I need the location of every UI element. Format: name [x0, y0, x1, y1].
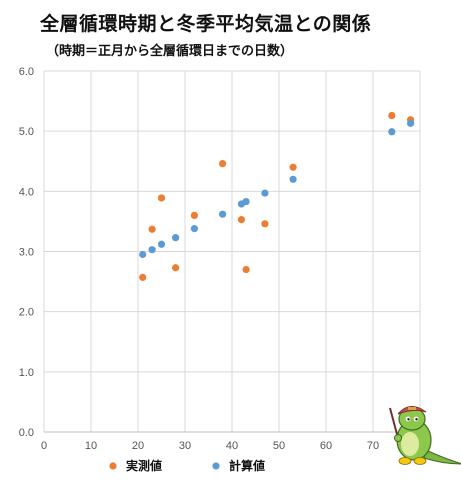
x-tick-label: 70	[367, 440, 379, 452]
tick-labels: 010203040506070800.01.02.03.04.05.06.0	[19, 66, 426, 452]
point-measured	[157, 194, 166, 202]
y-tick-label: 4.0	[19, 186, 34, 198]
x-tick-label: 10	[85, 440, 97, 452]
y-tick-label: 0.0	[19, 427, 34, 439]
point-measured	[219, 160, 227, 168]
x-tick-label: 30	[179, 440, 191, 452]
point-calculated	[172, 234, 180, 242]
y-tick-label: 2.0	[19, 307, 34, 319]
y-tick-label: 3.0	[19, 247, 34, 259]
green-dinosaur-mascot-icon	[389, 406, 461, 465]
point-measured	[190, 211, 198, 219]
point-calculated	[157, 240, 166, 248]
point-calculated	[190, 225, 198, 233]
gridlines	[44, 70, 421, 432]
point-calculated	[148, 246, 156, 254]
x-tick-label: 20	[132, 440, 144, 452]
y-tick-label: 1.0	[19, 367, 34, 379]
point-calculated	[388, 128, 396, 136]
legend: 実測値 計算値	[109, 458, 265, 473]
point-measured	[388, 111, 396, 120]
chart-title: 全層循環時期と冬季平均気温との関係	[40, 13, 372, 35]
point-measured	[172, 264, 180, 272]
legend-marker	[109, 462, 117, 470]
point-measured	[261, 220, 269, 228]
axes	[43, 71, 420, 433]
point-measured	[242, 265, 250, 274]
legend-label: 計算値	[229, 458, 265, 473]
point-calculated	[261, 189, 269, 197]
y-tick-label: 5.0	[19, 126, 34, 138]
data-points	[139, 111, 415, 281]
point-calculated	[242, 197, 250, 206]
point-calculated	[219, 210, 227, 218]
point-calculated	[407, 119, 415, 127]
legend-label: 実測値	[126, 458, 162, 473]
point-measured	[139, 273, 147, 281]
x-tick-label: 60	[320, 440, 332, 452]
point-measured	[237, 216, 245, 224]
x-tick-label: 40	[226, 440, 238, 452]
y-tick-label: 6.0	[19, 66, 34, 78]
point-calculated	[139, 250, 147, 259]
point-measured	[148, 225, 156, 233]
point-calculated	[289, 175, 297, 183]
x-tick-label: 50	[273, 440, 285, 452]
legend-marker	[212, 462, 220, 470]
x-tick-label: 0	[41, 440, 47, 452]
point-measured	[289, 163, 297, 171]
chart-subtitle: （時期＝正月から全層循環日までの日数）	[46, 44, 294, 59]
